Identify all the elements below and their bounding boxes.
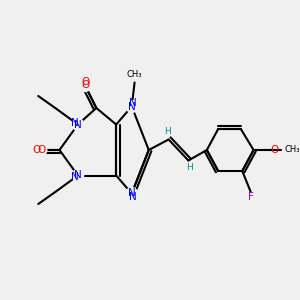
Circle shape: [126, 188, 137, 200]
Text: N: N: [128, 188, 136, 199]
Text: N: N: [74, 170, 82, 181]
Text: N: N: [128, 101, 136, 112]
Text: H: H: [187, 164, 193, 172]
Circle shape: [72, 169, 84, 181]
Text: O: O: [271, 145, 279, 155]
Text: F: F: [248, 192, 254, 203]
Text: O: O: [37, 145, 45, 155]
Text: N: N: [71, 172, 79, 182]
Text: N: N: [129, 98, 137, 109]
Circle shape: [35, 144, 47, 156]
Text: O: O: [81, 80, 89, 91]
Text: N: N: [129, 191, 137, 202]
Text: N: N: [74, 119, 82, 130]
Text: N: N: [71, 118, 79, 128]
Circle shape: [126, 100, 137, 112]
Circle shape: [72, 118, 84, 130]
Text: O: O: [81, 77, 89, 87]
Text: H: H: [164, 128, 170, 136]
Circle shape: [79, 80, 91, 92]
Text: CH₃: CH₃: [127, 70, 142, 79]
Text: O: O: [33, 145, 41, 155]
Text: CH₃: CH₃: [285, 146, 300, 154]
